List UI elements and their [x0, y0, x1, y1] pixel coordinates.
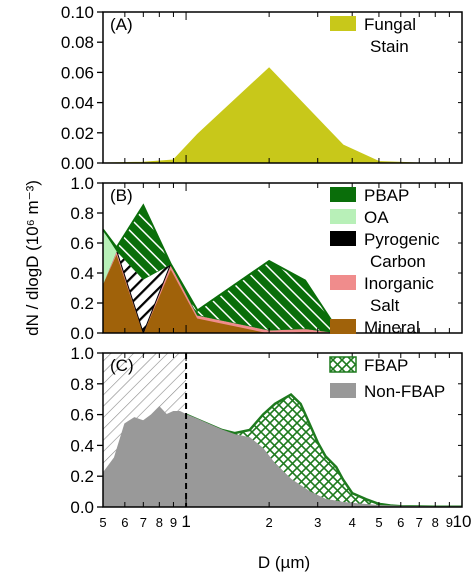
- legend-swatch: [330, 275, 356, 290]
- legend-label: Non-FBAP: [364, 382, 445, 401]
- x-tick-label: 9: [170, 515, 177, 530]
- legend-label: Stain: [370, 37, 409, 56]
- pbap-hatch: [103, 205, 340, 333]
- plot-area: [103, 203, 341, 333]
- y-tick-label: 0.06: [61, 63, 94, 82]
- y-tick-label: 0.02: [61, 124, 94, 143]
- x-tick-label: 6: [397, 515, 404, 530]
- plot-area: [103, 67, 462, 163]
- pbap-outline: [103, 203, 341, 333]
- panel-frame: [102, 182, 463, 334]
- y-tick-label: 1.0: [70, 174, 94, 193]
- panel-c: 0.0 0.2 0.4 0.6 0.8 1.0 (C) FBAP Non-FBAP: [70, 344, 463, 517]
- x-axis: 5 6 7 8 9 1 2 3 4 5 6 7 8 9 10: [99, 512, 471, 531]
- y-tick-label: 0.4: [70, 436, 94, 455]
- y-tick-label: 0.4: [70, 264, 94, 283]
- y-tick-label: 0.10: [61, 3, 94, 22]
- y-tick-label: 0.2: [70, 467, 94, 486]
- legend-swatch: [330, 187, 356, 202]
- y-tick-label: 0.8: [70, 375, 94, 394]
- legend-swatch: [330, 16, 356, 31]
- x-tick-label: 8: [156, 515, 163, 530]
- x-tick-label: 2: [266, 515, 273, 530]
- legend-swatch: [330, 209, 356, 224]
- legend-label: Fungal: [364, 15, 416, 34]
- x-tick-label: 7: [416, 515, 423, 530]
- x-tick-label: 6: [121, 515, 128, 530]
- panel-label: (B): [110, 186, 133, 205]
- x-tick-label: 7: [140, 515, 147, 530]
- y-tick-label: 0.6: [70, 234, 94, 253]
- panel-b: 0.0 0.2 0.4 0.6 0.8 1.0 (B) PBAP OA Pyrogenic Carb…: [70, 174, 463, 343]
- x-tick-label: 10: [453, 512, 472, 531]
- y-tick-label: 0.2: [70, 294, 94, 313]
- x-axis-label: D (µm): [258, 553, 310, 572]
- legend-swatch: [330, 231, 356, 246]
- x-tick-label: 4: [349, 515, 356, 530]
- y-tick-label: 0.04: [61, 94, 94, 113]
- panel-label: (C): [110, 356, 134, 375]
- legend-label: Pyrogenic: [364, 230, 440, 249]
- x-tick-label: 5: [99, 515, 106, 530]
- x-tick-label: 3: [314, 515, 321, 530]
- x-tick-label: 9: [446, 515, 453, 530]
- y-tick-label: 0.0: [70, 498, 94, 517]
- fungal-stain-area: [103, 67, 462, 163]
- legend-swatch: [329, 356, 357, 373]
- legend-label: OA: [364, 208, 389, 227]
- panel-a: 0.00 0.02 0.04 0.06 0.08 0.10 (A) Fungal Stain: [61, 3, 463, 173]
- plot-area: [103, 353, 462, 507]
- legend-label: Salt: [370, 296, 400, 315]
- x-tick-label: 5: [375, 515, 382, 530]
- y-tick-label: 0.08: [61, 33, 94, 52]
- panel-frame: [102, 11, 463, 164]
- y-tick-label: 0.00: [61, 154, 94, 173]
- legend-label: Carbon: [370, 252, 426, 271]
- y-tick-label: 0.8: [70, 204, 94, 223]
- legend-swatch: [330, 319, 356, 334]
- y-tick-label: 0.6: [70, 406, 94, 425]
- x-tick-label: 8: [432, 515, 439, 530]
- legend-label: FBAP: [364, 356, 408, 375]
- y-tick-label: 1.0: [70, 344, 94, 363]
- y-tick-label: 0.0: [70, 324, 94, 343]
- legend-label: Inorganic: [364, 274, 434, 293]
- x-tick-label: 1: [181, 512, 190, 531]
- legend-label: Mineral: [364, 318, 420, 337]
- panel-label: (A): [110, 15, 133, 34]
- legend-label: PBAP: [364, 186, 409, 205]
- y-axis-label-text: dN / dlogD (10⁶ m⁻³): [23, 180, 42, 336]
- panel-frame: [102, 352, 463, 508]
- y-axis-label: dN / dlogD (10⁶ m⁻³): [23, 180, 42, 336]
- legend-swatch: [330, 383, 356, 398]
